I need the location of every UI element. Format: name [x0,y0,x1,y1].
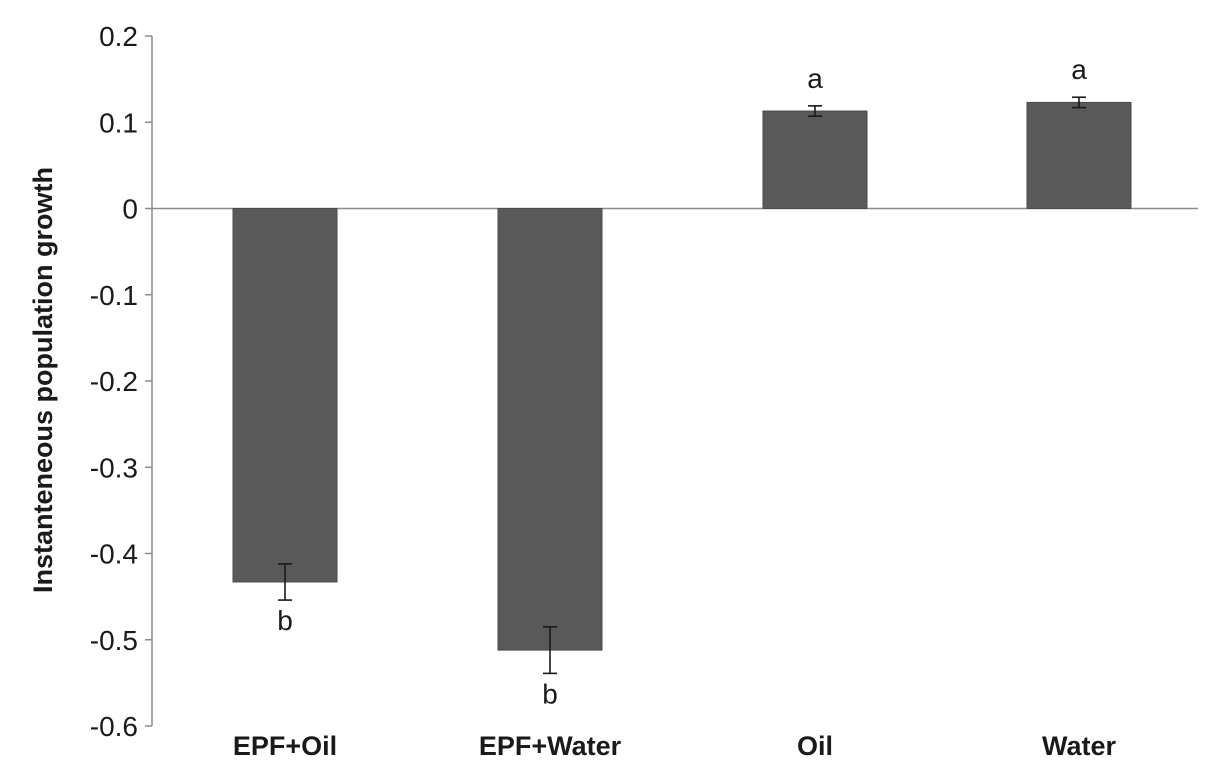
category-label: EPF+Oil [233,731,337,761]
bar-water [1026,101,1132,209]
error-bar [278,563,292,601]
error-bars [278,96,1086,675]
category-label: Oil [797,731,833,761]
bar-epf-water [497,208,603,651]
significance-labels: b b a a [277,54,1087,709]
category-labels: EPF+Oil EPF+Water Oil Water [233,731,1117,761]
error-bar [808,105,822,118]
significance-letter: a [1071,54,1087,85]
error-bar [543,626,557,675]
error-bar [1072,96,1086,109]
y-tick-label: -0.6 [90,711,138,742]
y-tick-label: -0.3 [90,452,138,483]
category-label: EPF+Water [479,731,622,761]
y-tick-label: -0.5 [90,625,138,656]
y-tick-label: 0.2 [99,21,138,52]
y-axis-title: Instanteneous population growth [28,167,58,593]
significance-letter: a [807,63,823,94]
significance-letter: b [277,605,293,636]
y-tick-label: -0.4 [90,539,138,570]
bar-oil [762,110,868,209]
y-tick-label: 0 [122,194,138,225]
y-tick-label: 0.1 [99,107,138,138]
bar-epf-oil [232,208,338,583]
bars [232,101,1132,651]
category-label: Water [1042,731,1117,761]
y-tick-label: -0.2 [90,366,138,397]
significance-letter: b [542,678,558,709]
y-axis-ticks: 0.2 0.1 0 -0.1 -0.2 -0.3 -0.4 -0.5 -0.6 [90,21,152,742]
y-tick-label: -0.1 [90,280,138,311]
